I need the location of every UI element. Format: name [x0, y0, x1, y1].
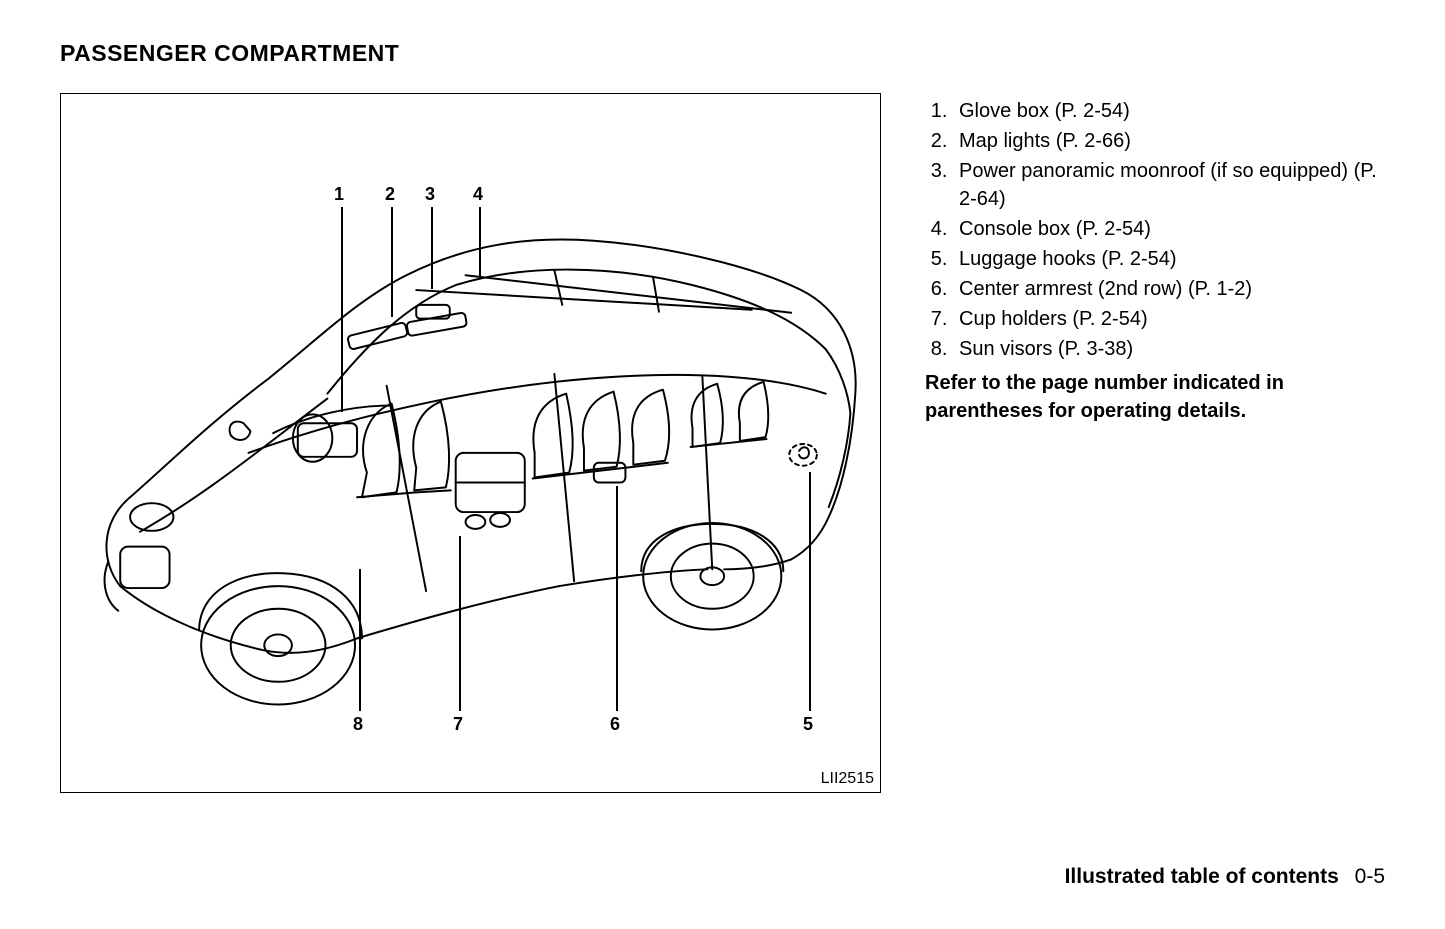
legend-item: Sun visors (P. 3-38) [953, 335, 1385, 363]
callout-4: 4 [473, 184, 483, 205]
page: PASSENGER COMPARTMENT [0, 0, 1445, 929]
leader-line [479, 207, 481, 277]
section-title: PASSENGER COMPARTMENT [60, 40, 1385, 67]
legend-note: Refer to the page number indicated in pa… [925, 369, 1385, 425]
leader-line [391, 207, 393, 317]
callout-5: 5 [803, 714, 813, 735]
footer-label: Illustrated table of contents [1065, 865, 1339, 888]
legend-item: Cup holders (P. 2-54) [953, 305, 1385, 333]
legend: Glove box (P. 2-54) Map lights (P. 2-66)… [925, 93, 1385, 425]
page-footer: Illustrated table of contents 0-5 [1065, 865, 1385, 889]
diagram-frame: 1 2 3 4 8 7 6 5 LII2515 [60, 93, 881, 793]
legend-item: Glove box (P. 2-54) [953, 97, 1385, 125]
leader-line [809, 472, 811, 711]
callout-1: 1 [334, 184, 344, 205]
leader-line [431, 207, 433, 289]
footer-page-number: 0-5 [1355, 865, 1385, 888]
content-row: 1 2 3 4 8 7 6 5 LII2515 Glove box (P. 2-… [60, 93, 1385, 793]
callout-8: 8 [353, 714, 363, 735]
legend-list: Glove box (P. 2-54) Map lights (P. 2-66)… [925, 97, 1385, 363]
callout-2: 2 [385, 184, 395, 205]
legend-item: Power panoramic moonroof (if so equipped… [953, 157, 1385, 213]
leader-line [616, 486, 618, 711]
callout-3: 3 [425, 184, 435, 205]
leader-line [341, 207, 343, 412]
vehicle-diagram [61, 94, 880, 792]
leader-line [459, 536, 461, 711]
leader-line [359, 569, 361, 711]
diagram-code: LII2515 [821, 770, 874, 788]
legend-item: Console box (P. 2-54) [953, 215, 1385, 243]
legend-item: Luggage hooks (P. 2-54) [953, 245, 1385, 273]
legend-item: Center armrest (2nd row) (P. 1-2) [953, 275, 1385, 303]
callout-6: 6 [610, 714, 620, 735]
legend-item: Map lights (P. 2-66) [953, 127, 1385, 155]
callout-7: 7 [453, 714, 463, 735]
